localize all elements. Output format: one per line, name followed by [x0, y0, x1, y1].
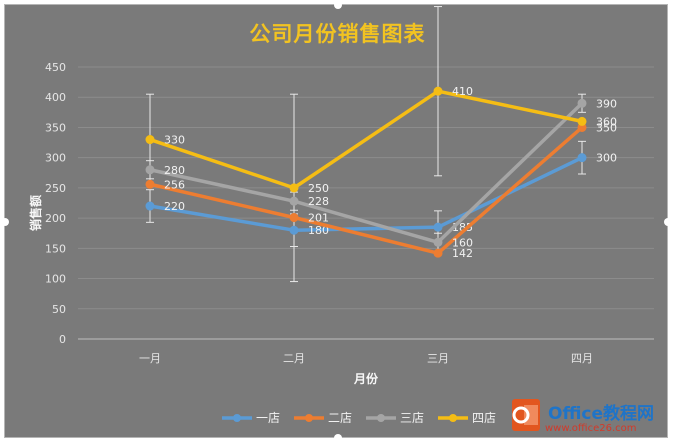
x-tick-label: 一月: [139, 352, 161, 365]
data-point: [289, 213, 299, 223]
data-label: 360: [596, 115, 617, 128]
y-tick-label: 450: [45, 61, 66, 74]
chart-frame: [4, 4, 668, 438]
data-label: 390: [596, 97, 617, 110]
data-label: 228: [308, 195, 329, 208]
data-label: 350: [596, 121, 617, 134]
watermark-text: Office教程网: [548, 404, 655, 424]
y-axis-title: 销售额: [28, 195, 43, 231]
y-tick-label: 350: [45, 121, 66, 134]
data-label: 180: [308, 224, 329, 237]
legend-label: 二店: [328, 411, 352, 425]
data-point: [433, 248, 443, 258]
watermark-url: www.office26.com: [545, 423, 637, 434]
data-point: [145, 179, 155, 189]
legend-marker: [305, 414, 313, 422]
resize-handle-top[interactable]: [334, 1, 342, 9]
data-point: [433, 86, 443, 96]
legend-marker: [449, 414, 457, 422]
legend-marker: [377, 414, 385, 422]
y-tick-label: 400: [45, 91, 66, 104]
data-label: 142: [452, 247, 473, 260]
y-tick-label: 50: [52, 303, 66, 316]
y-tick-label: 100: [45, 273, 66, 286]
data-label: 160: [452, 236, 473, 249]
series-line: [148, 155, 584, 232]
chart-title: 公司月份销售图表: [249, 22, 426, 46]
y-tick-label: 150: [45, 242, 66, 255]
data-point: [145, 165, 155, 175]
resize-handle-left[interactable]: [1, 218, 9, 226]
resize-handle-bottom[interactable]: [334, 434, 342, 442]
data-label: 410: [452, 85, 473, 98]
series-line: [148, 89, 584, 190]
data-label: 250: [308, 182, 329, 195]
data-label: 201: [308, 212, 329, 225]
y-tick-label: 200: [45, 212, 66, 225]
legend-label: 一店: [256, 411, 280, 425]
x-tick-label: 二月: [283, 352, 305, 365]
y-tick-label: 0: [59, 333, 66, 346]
data-point: [577, 153, 587, 163]
series-line: [148, 101, 584, 245]
data-label: 330: [164, 134, 185, 147]
data-point: [577, 116, 587, 126]
data-label: 300: [596, 152, 617, 165]
data-point: [289, 183, 299, 193]
legend-marker: [233, 414, 241, 422]
resize-handle-right[interactable]: [664, 218, 672, 226]
data-point: [145, 201, 155, 211]
y-tick-label: 250: [45, 182, 66, 195]
x-axis-title: 月份: [353, 371, 379, 386]
data-label: 256: [164, 178, 185, 191]
data-label: 280: [164, 164, 185, 177]
data-point: [433, 222, 443, 232]
data-point: [577, 98, 587, 108]
series-line: [148, 125, 584, 255]
data-label: 220: [164, 200, 185, 213]
data-point: [433, 237, 443, 247]
x-tick-label: 三月: [427, 352, 449, 365]
data-point: [145, 135, 155, 145]
legend-label: 三店: [400, 411, 424, 425]
data-point: [289, 196, 299, 206]
x-tick-label: 四月: [571, 352, 593, 365]
y-tick-label: 300: [45, 152, 66, 165]
legend-label: 四店: [472, 411, 496, 425]
data-point: [289, 225, 299, 235]
